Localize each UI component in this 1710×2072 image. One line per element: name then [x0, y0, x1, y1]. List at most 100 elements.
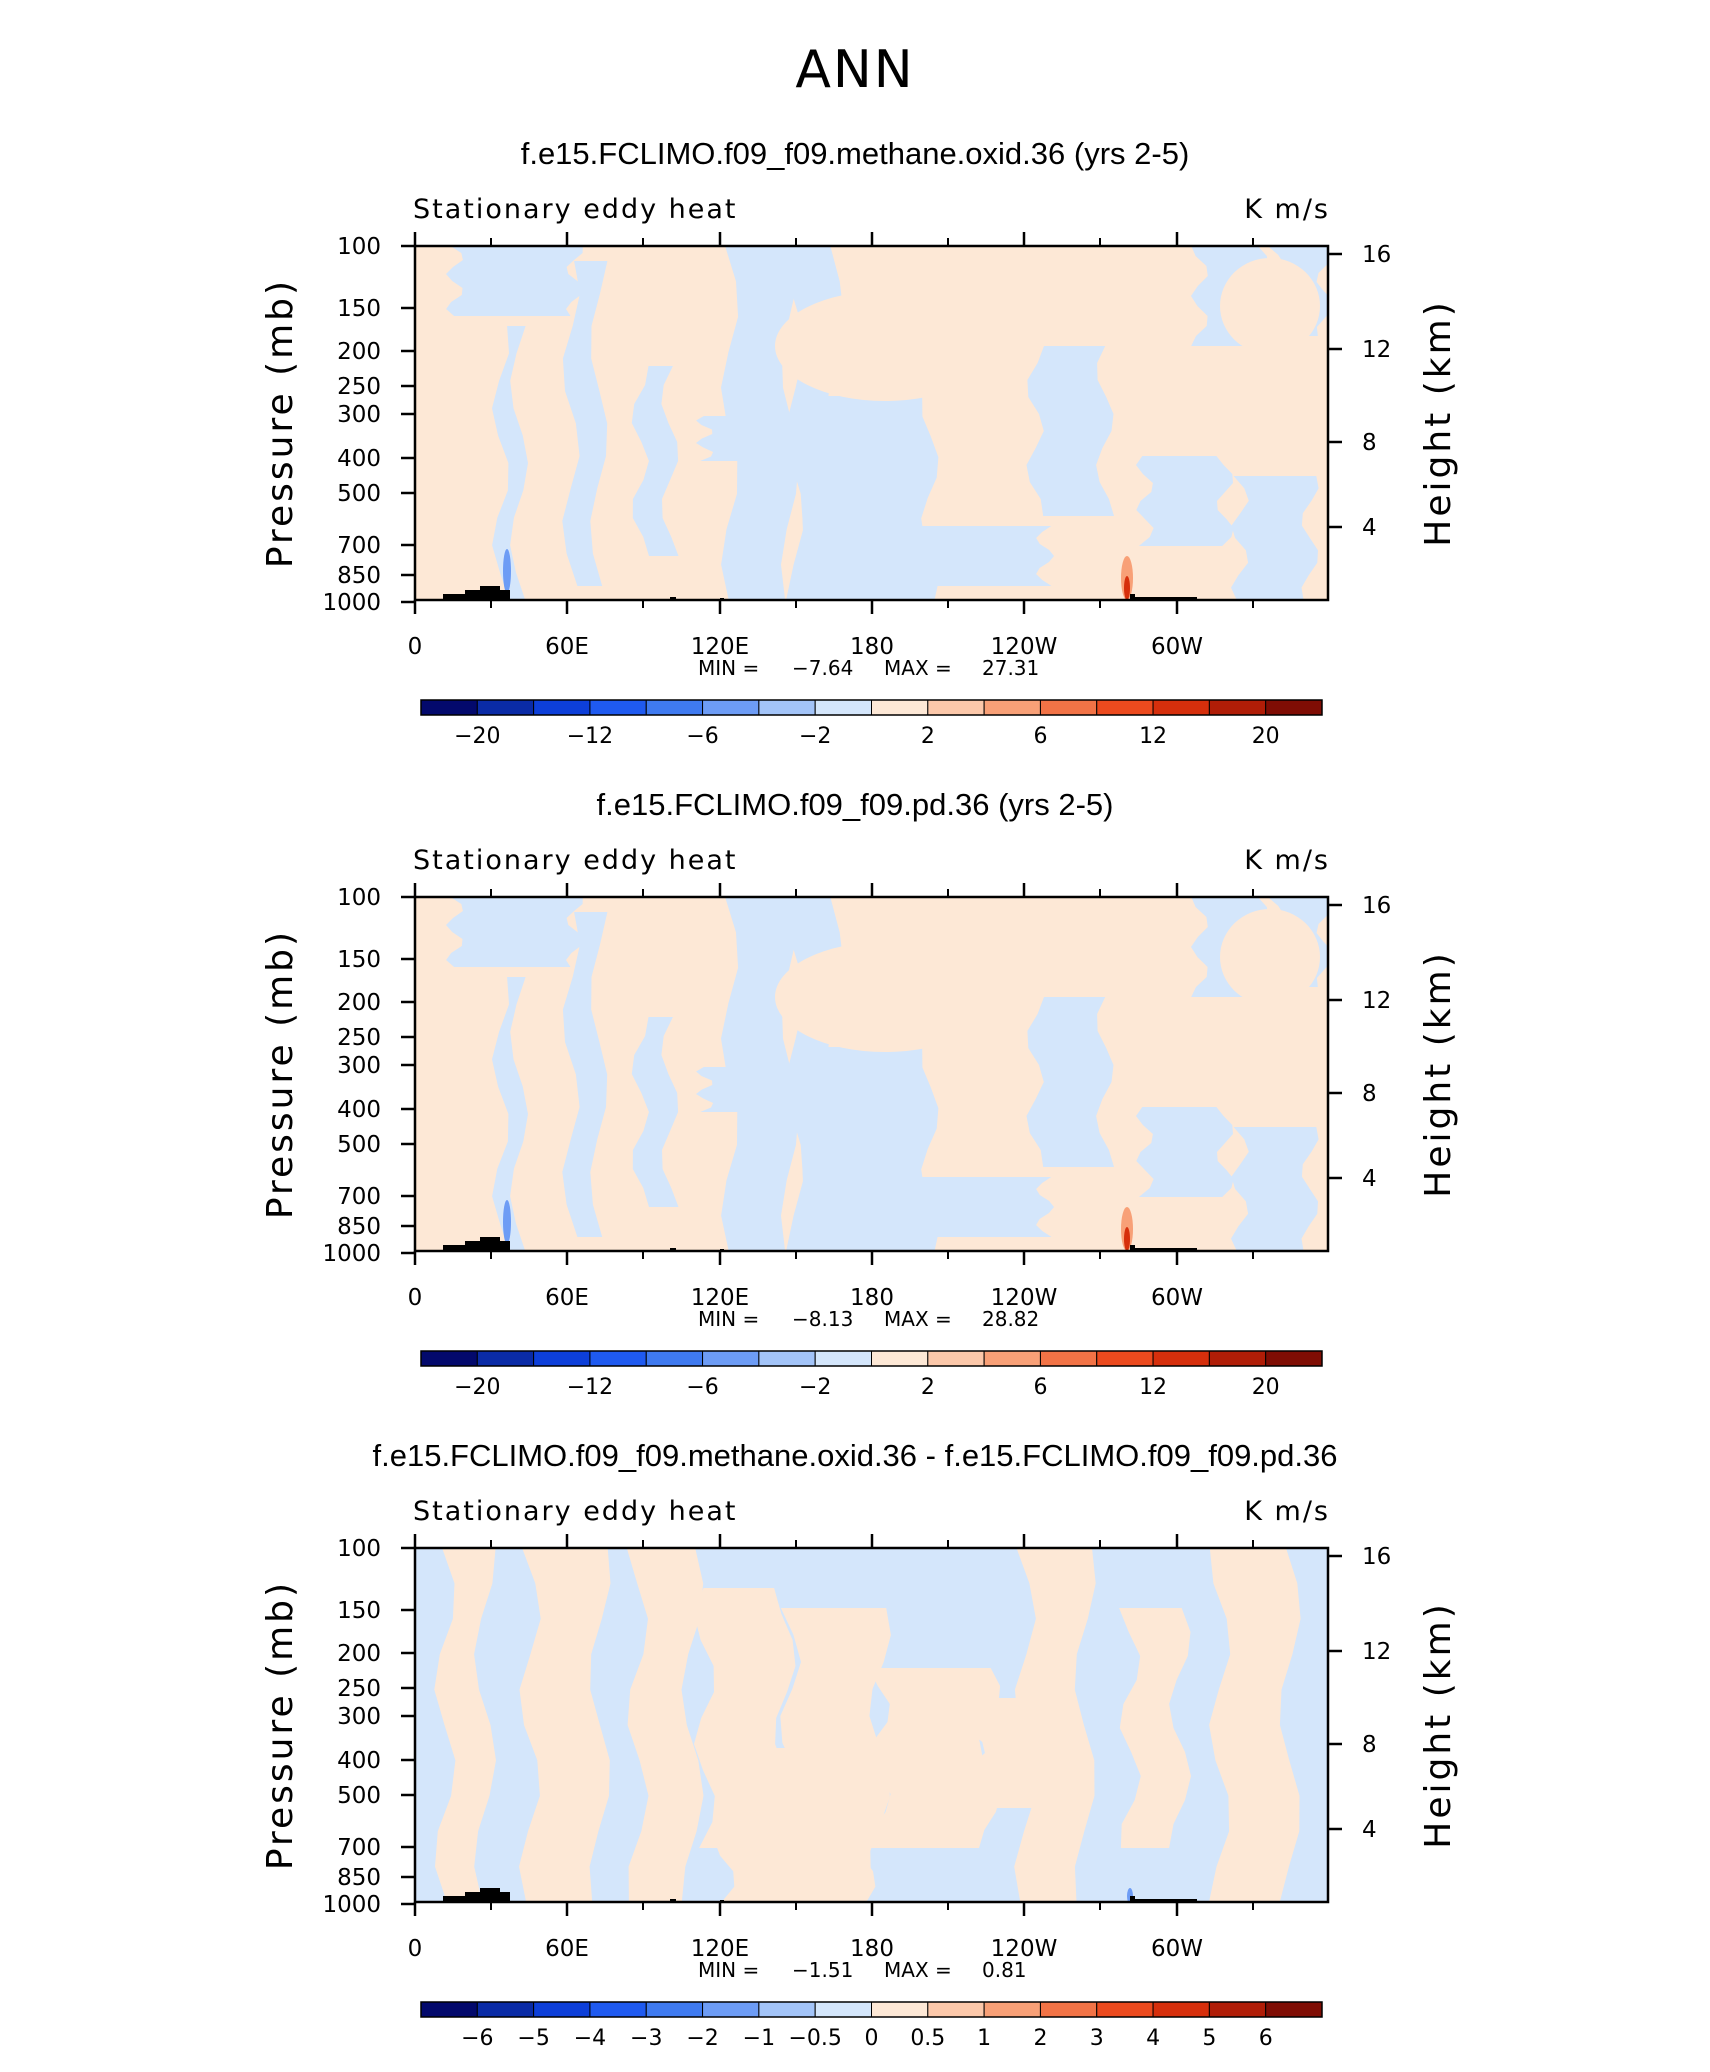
colorbar-box	[983, 699, 1041, 716]
field-contour-negative	[562, 912, 608, 1237]
colorbar-box	[1208, 699, 1267, 716]
colorbar-box	[927, 1350, 985, 1367]
colorbar-label: 0	[865, 2026, 879, 2051]
colorbar-frame	[420, 2001, 1323, 2018]
y-right-tick-label: 4	[1362, 1817, 1377, 1843]
colorbar-box	[589, 699, 647, 716]
x-tick-label: 0	[408, 1936, 423, 1962]
y-tick-label: 700	[337, 533, 381, 559]
colorbar-box	[871, 1350, 929, 1367]
y-tick-label: 250	[337, 374, 381, 400]
y-right-axis-label: Height (km)	[1418, 299, 1459, 546]
x-tick-label: 0	[408, 1285, 423, 1311]
variable-label: Stationary eddy heat	[413, 194, 738, 225]
field-contour-positive	[714, 1748, 876, 1902]
y-tick-label: 200	[337, 1641, 381, 1667]
x-tick-label: 60E	[545, 1285, 589, 1311]
colorbar-box	[983, 1350, 1041, 1367]
colorbar-label: −0.5	[788, 2026, 841, 2051]
field-contour-negative	[1231, 476, 1319, 600]
panel-title: f.e15.FCLIMO.f09_f09.pd.36 (yrs 2-5)	[597, 787, 1114, 822]
colorbar-label: 4	[1146, 2026, 1160, 2051]
field-contour-positive	[1220, 909, 1320, 1005]
y-right-axis-label: Height (km)	[1418, 1601, 1459, 1848]
y-right-tick-label: 8	[1362, 430, 1377, 456]
y-right-tick-label: 4	[1362, 1166, 1377, 1192]
colorbar-box	[983, 2001, 1041, 2018]
colorbar-box	[814, 699, 872, 716]
min-value: −8.13	[792, 1307, 853, 1331]
colorbar-box	[814, 1350, 872, 1367]
max-label: MAX =	[884, 656, 952, 680]
y-tick-label: 850	[337, 1214, 381, 1240]
colorbar-label: 3	[1090, 2026, 1104, 2051]
topography-andes	[1130, 594, 1197, 600]
colorbar-box	[1265, 2001, 1323, 2018]
colorbar-label: −20	[454, 724, 500, 749]
x-tick-label: 120W	[991, 1285, 1058, 1311]
min-label: MIN =	[698, 1958, 759, 1982]
field-max-core	[1124, 576, 1130, 600]
y-axis-label: Pressure (mb)	[260, 929, 301, 1219]
field-contour-positive	[775, 291, 995, 401]
y-tick-label: 400	[337, 1748, 381, 1774]
colorbar-box	[927, 699, 985, 716]
field-min-spot	[503, 549, 511, 593]
colorbar-box	[1208, 2001, 1267, 2018]
colorbar-box	[702, 1350, 760, 1367]
units-label: K m/s	[1244, 194, 1330, 225]
colorbar-label: −2	[799, 1375, 831, 1400]
colorbar-box	[927, 2001, 985, 2018]
colorbar-label: 20	[1252, 1375, 1280, 1400]
field-contour-negative	[696, 416, 794, 461]
field-contour-positive	[775, 942, 995, 1052]
colorbar-box	[476, 2001, 535, 2018]
y-right-tick-label: 8	[1362, 1732, 1377, 1758]
x-tick-label: 120E	[691, 634, 749, 660]
colorbar-box	[420, 699, 478, 716]
y-tick-label: 700	[337, 1184, 381, 1210]
y-right-tick-label: 12	[1362, 1639, 1391, 1665]
field-contour-positive	[1220, 258, 1320, 354]
colorbar-box	[476, 699, 535, 716]
max-value: 28.82	[982, 1307, 1039, 1331]
field-contour-negative	[896, 526, 1054, 586]
y-tick-label: 850	[337, 563, 381, 589]
field-contour-negative	[492, 977, 528, 1251]
y-right-axis-label: Height (km)	[1418, 950, 1459, 1197]
y-tick-label: 1000	[322, 1241, 381, 1267]
variable-label: Stationary eddy heat	[413, 845, 738, 876]
colorbar-box	[533, 2001, 591, 2018]
colorbar-box	[1265, 1350, 1323, 1367]
x-tick-label: 120E	[691, 1285, 749, 1311]
colorbar-label: 6	[1033, 1375, 1047, 1400]
field-contour-negative	[631, 366, 679, 556]
x-tick-label: 120W	[991, 634, 1058, 660]
field-contour-positive	[869, 1668, 1001, 1848]
min-value: −7.64	[792, 656, 853, 680]
topography-andes	[1130, 1245, 1197, 1251]
colorbar-label: 2	[1033, 2026, 1047, 2051]
panel-pd: f.e15.FCLIMO.f09_f09.pd.36 (yrs 2-5) Stat…	[0, 781, 1710, 1421]
field-contour-negative	[492, 326, 528, 600]
panel-title: f.e15.FCLIMO.f09_f09.methane.oxid.36 (yr…	[521, 136, 1190, 171]
field-contour-positive	[434, 1548, 496, 1902]
y-tick-label: 100	[337, 885, 381, 911]
colorbar-label: −5	[517, 2026, 549, 2051]
colorbar-box	[1208, 1350, 1267, 1367]
colorbar-label: 5	[1202, 2026, 1216, 2051]
colorbar-box	[1039, 699, 1098, 716]
colorbar-box	[758, 1350, 816, 1367]
topography-himalaya	[443, 1237, 510, 1251]
colorbar-box	[476, 1350, 535, 1367]
min-label: MIN =	[698, 1307, 759, 1331]
y-axis-label: Pressure (mb)	[260, 278, 301, 568]
x-tick-label: 180	[850, 1285, 894, 1311]
max-value: 27.31	[982, 656, 1039, 680]
field-contour-negative	[1026, 346, 1114, 516]
y-right-tick-label: 16	[1362, 1544, 1391, 1570]
colorbar-box	[645, 1350, 704, 1367]
y-tick-label: 250	[337, 1025, 381, 1051]
y-tick-label: 300	[337, 1053, 381, 1079]
colorbar-box	[645, 2001, 704, 2018]
